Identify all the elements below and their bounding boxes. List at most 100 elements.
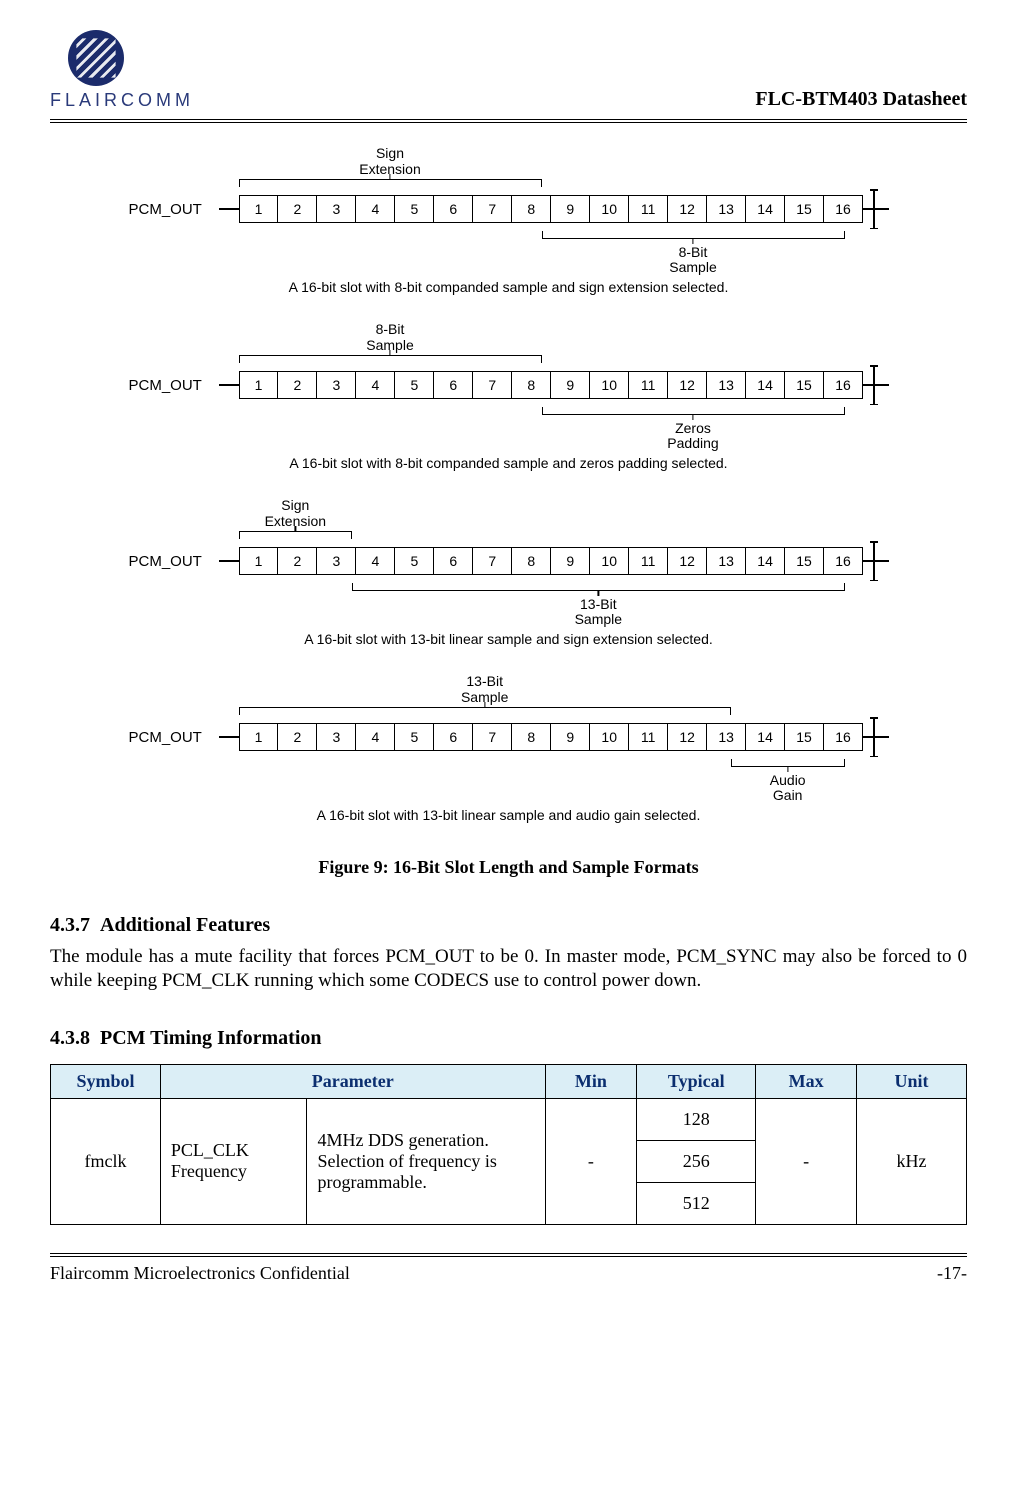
pcm-out-label: PCM_OUT xyxy=(129,553,219,570)
bit-slot: 9 xyxy=(551,371,590,399)
bit-slot: 3 xyxy=(317,547,356,575)
section-heading: 4.3.8 PCM Timing Information xyxy=(50,1027,967,1050)
col-min: Min xyxy=(545,1064,637,1098)
bit-slot: 12 xyxy=(668,371,707,399)
bit-slot: 15 xyxy=(785,723,824,751)
bit-slot: 4 xyxy=(356,195,395,223)
diagram-caption: A 16-bit slot with 13-bit linear sample … xyxy=(129,631,889,647)
cell-param-name: PCL_CLK Frequency xyxy=(160,1098,307,1224)
col-symbol: Symbol xyxy=(51,1064,161,1098)
bit-slot: 3 xyxy=(317,723,356,751)
bit-slot: 14 xyxy=(746,195,785,223)
table-row: fmclk PCL_CLK Frequency 4MHz DDS generat… xyxy=(51,1098,967,1140)
document-title: FLC-BTM403 Datasheet xyxy=(755,88,967,111)
timing-diagram: 8-Bit SamplePCM_OUT123456789101112131415… xyxy=(129,329,889,471)
bit-slot: 8 xyxy=(512,547,551,575)
bit-slot: 9 xyxy=(551,547,590,575)
bit-slot: 8 xyxy=(512,195,551,223)
timing-diagram: 13-Bit SamplePCM_OUT12345678910111213141… xyxy=(129,681,889,823)
diagram-caption: A 16-bit slot with 8-bit companded sampl… xyxy=(129,279,889,295)
section-title: PCM Timing Information xyxy=(100,1027,322,1049)
section-4-3-7: 4.3.7 Additional Features The module has… xyxy=(50,914,967,993)
end-marker xyxy=(873,365,875,405)
bit-slot: 13 xyxy=(707,371,746,399)
bit-slot: 11 xyxy=(629,195,668,223)
bit-slot: 2 xyxy=(278,195,317,223)
bit-slot: 5 xyxy=(395,547,434,575)
cell-max: - xyxy=(756,1098,857,1224)
cell-min: - xyxy=(545,1098,637,1224)
bit-slot: 4 xyxy=(356,371,395,399)
annotation-label: 13-Bit Sample xyxy=(461,674,508,705)
bit-slot: 16 xyxy=(824,371,863,399)
bit-slot: 6 xyxy=(434,371,473,399)
col-parameter: Parameter xyxy=(160,1064,545,1098)
timing-diagram: Sign ExtensionPCM_OUT1234567891011121314… xyxy=(129,505,889,647)
annotation-label: Audio Gain xyxy=(770,773,806,804)
bit-slot: 6 xyxy=(434,195,473,223)
logo-icon xyxy=(68,30,124,86)
bit-slot: 14 xyxy=(746,547,785,575)
bit-slot: 2 xyxy=(278,723,317,751)
cell-unit: kHz xyxy=(857,1098,967,1224)
bit-slot: 7 xyxy=(473,371,512,399)
figure-caption: Figure 9: 16-Bit Slot Length and Sample … xyxy=(50,857,967,878)
bit-slot: 9 xyxy=(551,723,590,751)
bit-slot: 3 xyxy=(317,371,356,399)
bit-slot: 12 xyxy=(668,547,707,575)
annotation-label: Sign Extension xyxy=(265,498,326,529)
bit-slot: 3 xyxy=(317,195,356,223)
bit-slot: 15 xyxy=(785,195,824,223)
bit-slot: 5 xyxy=(395,371,434,399)
bit-slot: 5 xyxy=(395,723,434,751)
col-max: Max xyxy=(756,1064,857,1098)
annotation-label: Sign Extension xyxy=(359,146,420,177)
section-heading: 4.3.7 Additional Features xyxy=(50,914,967,937)
pcm-out-label: PCM_OUT xyxy=(129,377,219,394)
cell-typical: 128 xyxy=(637,1098,756,1140)
bit-slot: 15 xyxy=(785,547,824,575)
cell-typical: 256 xyxy=(637,1140,756,1182)
bit-slot: 2 xyxy=(278,371,317,399)
col-unit: Unit xyxy=(857,1064,967,1098)
bit-slot: 7 xyxy=(473,547,512,575)
bit-slot: 4 xyxy=(356,547,395,575)
annotation-label: 8-Bit Sample xyxy=(669,245,716,276)
bit-slot: 13 xyxy=(707,195,746,223)
logo-block: FLAIRCOMM xyxy=(50,30,194,111)
bit-slot: 1 xyxy=(239,195,279,223)
bit-slot: 11 xyxy=(629,371,668,399)
company-name: FLAIRCOMM xyxy=(50,90,194,111)
section-number: 4.3.8 xyxy=(50,1027,90,1049)
footer-left: Flaircomm Microelectronics Confidential xyxy=(50,1263,350,1284)
bit-slot: 16 xyxy=(824,195,863,223)
bit-slot: 7 xyxy=(473,195,512,223)
bit-slot: 12 xyxy=(668,723,707,751)
bit-slot: 11 xyxy=(629,723,668,751)
bit-slot: 6 xyxy=(434,547,473,575)
footer-right: -17- xyxy=(937,1263,967,1284)
page: FLAIRCOMM FLC-BTM403 Datasheet Sign Exte… xyxy=(0,0,1017,1304)
bit-slot: 5 xyxy=(395,195,434,223)
pcm-out-label: PCM_OUT xyxy=(129,729,219,746)
diagram-caption: A 16-bit slot with 8-bit companded sampl… xyxy=(129,455,889,471)
bit-slot: 15 xyxy=(785,371,824,399)
annotation-label: 8-Bit Sample xyxy=(366,322,413,353)
bit-slot: 11 xyxy=(629,547,668,575)
bit-slot: 10 xyxy=(590,723,629,751)
end-marker xyxy=(873,189,875,229)
timing-diagram: Sign ExtensionPCM_OUT1234567891011121314… xyxy=(129,153,889,295)
bit-slot: 4 xyxy=(356,723,395,751)
pcm-out-label: PCM_OUT xyxy=(129,201,219,218)
timing-table: Symbol Parameter Min Typical Max Unit fm… xyxy=(50,1064,967,1225)
bit-slot: 10 xyxy=(590,371,629,399)
bit-slot: 8 xyxy=(512,723,551,751)
annotation-label: Zeros Padding xyxy=(667,421,718,452)
bit-slot: 6 xyxy=(434,723,473,751)
section-body: The module has a mute facility that forc… xyxy=(50,945,967,993)
bit-slot: 10 xyxy=(590,547,629,575)
cell-typical: 512 xyxy=(637,1182,756,1224)
bit-slot: 10 xyxy=(590,195,629,223)
bit-slot: 13 xyxy=(707,547,746,575)
cell-param-desc: 4MHz DDS generation. Selection of freque… xyxy=(307,1098,545,1224)
